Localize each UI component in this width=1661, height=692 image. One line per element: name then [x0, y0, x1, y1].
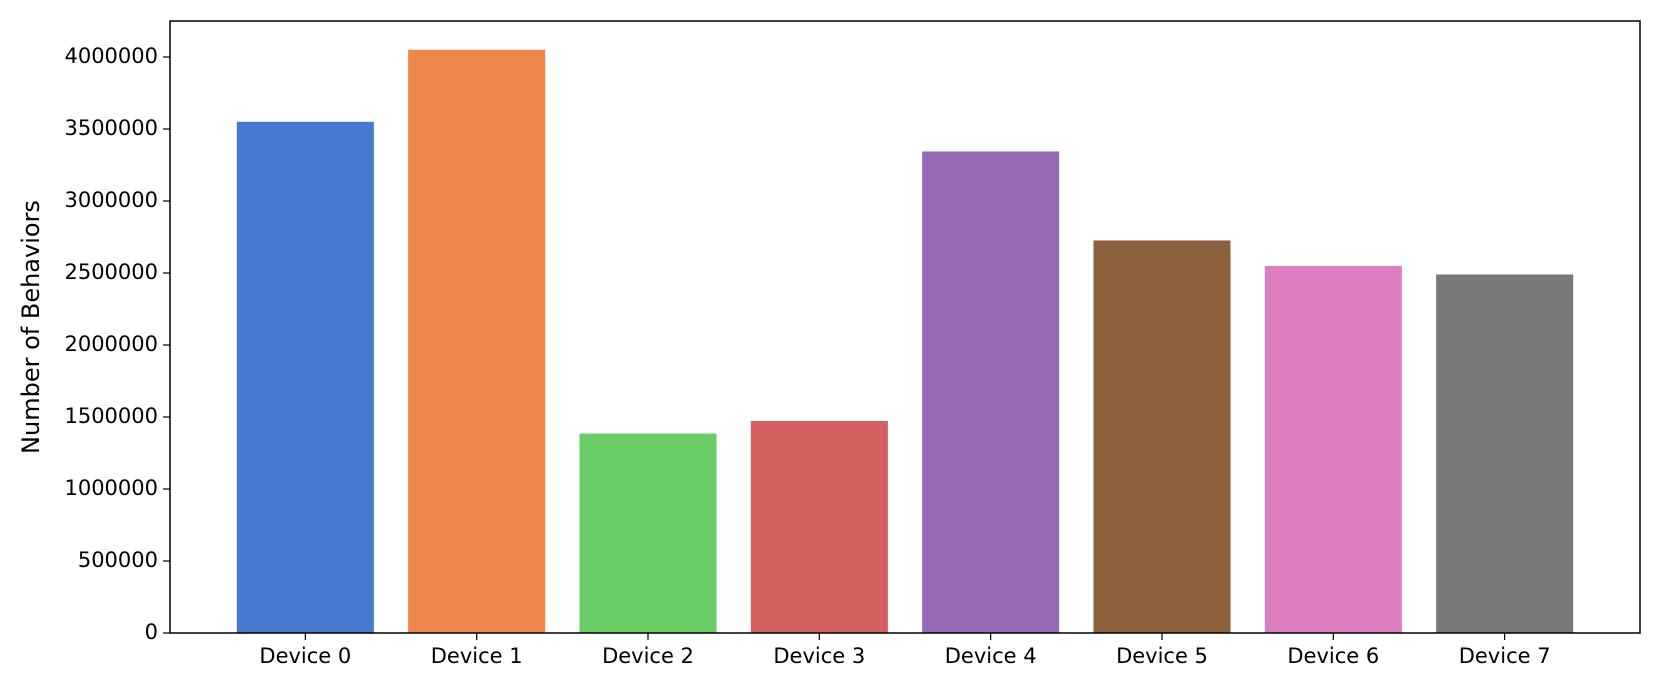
bar [1264, 265, 1402, 633]
bar [1436, 274, 1574, 633]
y-tick-label: 4000000 [64, 44, 158, 68]
y-axis-label: Number of Behaviors [17, 200, 45, 454]
plot-frame [169, 20, 1641, 634]
x-tick-label: Device 2 [602, 644, 694, 668]
bar [750, 420, 888, 633]
y-tick-label: 2500000 [64, 260, 158, 284]
y-tick-label: 3000000 [64, 188, 158, 212]
x-tick-label: Device 3 [773, 644, 865, 668]
bar [408, 49, 546, 634]
y-tick-label: 2000000 [64, 332, 158, 356]
x-tick-label: Device 5 [1116, 644, 1208, 668]
y-tick-label: 3500000 [64, 116, 158, 140]
y-tick-label: 500000 [78, 548, 158, 572]
x-tick-label: Device 4 [945, 644, 1037, 668]
y-tick-label: 1000000 [64, 476, 158, 500]
x-tick-label: Device 6 [1287, 644, 1379, 668]
y-tick-label: 1500000 [64, 404, 158, 428]
x-tick-label: Device 7 [1459, 644, 1551, 668]
x-tick-label: Device 0 [259, 644, 351, 668]
bar [579, 433, 717, 633]
bar [922, 151, 1060, 634]
x-tick-label: Device 1 [431, 644, 523, 668]
y-tick-label: 0 [145, 620, 158, 644]
bar [236, 121, 374, 634]
bar [1093, 240, 1231, 633]
